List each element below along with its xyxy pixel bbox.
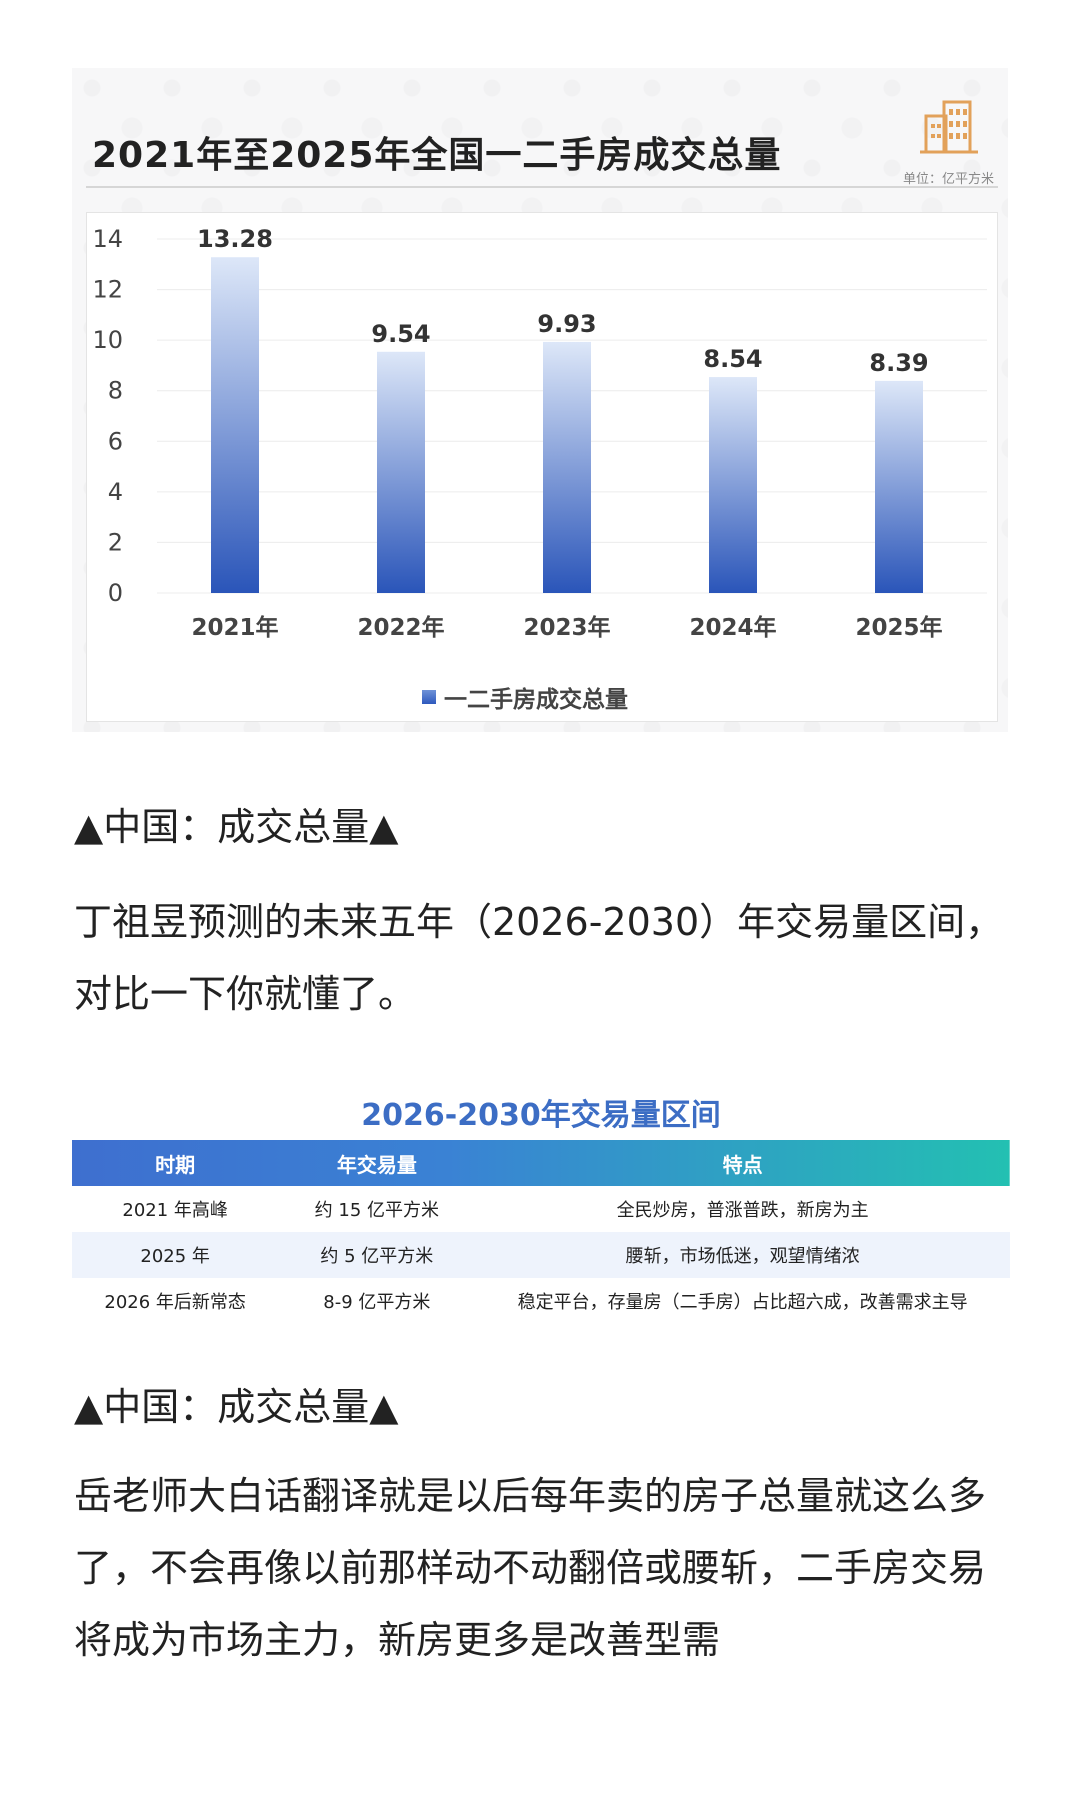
bar <box>211 257 259 593</box>
legend-swatch <box>422 690 436 704</box>
plot-area: 0 2 4 6 8 10 12 14 13.28 2021年 9.54 2022年 9.93 2023年 8… <box>86 212 998 722</box>
bar-value-label: 9.54 <box>371 320 430 348</box>
cell-features: 全民炒房，普涨普跌，新房为主 <box>616 1200 869 1221</box>
cell-features: 腰斩，市场低迷，观望情绪浓 <box>475 1232 1010 1278</box>
y-tick-label: 6 <box>108 427 123 455</box>
cell-period: 2025 年 <box>72 1232 279 1278</box>
table-header-row: 时期 年交易量 特点 <box>72 1140 1010 1186</box>
cell-volume: 约 5 亿平方米 <box>278 1232 476 1278</box>
bar <box>377 351 425 593</box>
table-title: 2026-2030年交易量区间 <box>361 1098 721 1133</box>
range-table: 时期 年交易量 特点 2021 年高峰 约 15 亿平方米 全民炒房，普涨普跌，… <box>72 1140 1010 1324</box>
legend: 一二手房成交总量 <box>422 680 628 714</box>
range-table-card: 2026-2030年交易量区间 时期 年交易量 特点 2021 年高峰 约 15… <box>72 1080 1010 1313</box>
unit-label: 单位：亿平方米 <box>902 172 994 187</box>
bar-value-label: 9.93 <box>537 310 596 338</box>
cell-period: 2021 年高峰 <box>122 1200 228 1221</box>
x-tick-label: 2023年 <box>523 614 610 641</box>
paragraph-explanation: 岳老师大白话翻译就是以后每年卖的房子总量就这么多了，不会再像以前那样动不动翻倍或… <box>74 1474 987 1662</box>
bar <box>875 380 923 593</box>
x-tick-label: 2022年 <box>357 614 444 641</box>
bar-value-label: 8.54 <box>703 345 762 373</box>
paragraph-intro: 丁祖昱预测的未来五年（2026-2030）年交易量区间，对比一下你就懂了。 <box>74 900 1004 1016</box>
header-volume: 年交易量 <box>336 1152 417 1177</box>
y-tick-label: 2 <box>108 528 123 556</box>
chart-title: 2021年至2025年全国一二手房成交总量 <box>92 135 782 176</box>
y-tick-label: 0 <box>108 579 123 607</box>
cell-features: 稳定平台，存量房（二手房）占比超六成，改善需求主导 <box>517 1292 968 1313</box>
chart-card: 2021年至2025年全国一二手房成交总量 单位：亿平方米 0 2 4 6 8 10 12 1… <box>72 68 1008 732</box>
table-row: 2025 年 约 5 亿平方米 腰斩，市场低迷，观望情绪浓 <box>72 1232 1010 1278</box>
table-row: 2026 年后新常态 8-9 亿平方米 稳定平台，存量房（二手房）占比超六成，改… <box>72 1278 1010 1324</box>
bar <box>543 341 591 593</box>
x-tick-label: 2021年 <box>191 614 278 641</box>
y-tick-label: 8 <box>108 377 123 405</box>
y-tick-label: 4 <box>108 478 123 506</box>
cell-volume: 约 15 亿平方米 <box>314 1200 440 1221</box>
y-tick-label: 12 <box>92 276 123 304</box>
cell-period: 2026 年后新常态 <box>104 1292 246 1313</box>
table-row: 2021 年高峰 约 15 亿平方米 全民炒房，普涨普跌，新房为主 <box>72 1186 1010 1232</box>
cell-volume: 8-9 亿平方米 <box>323 1292 431 1313</box>
x-tick-label: 2024年 <box>689 614 776 641</box>
x-tick-label: 2025年 <box>855 614 942 641</box>
header-period: 时期 <box>155 1152 196 1177</box>
bar-value-label: 13.28 <box>197 225 273 253</box>
bar <box>709 377 757 593</box>
y-tick-label: 14 <box>92 225 123 253</box>
building-logo-icon <box>920 100 978 154</box>
bar-chart: 0 2 4 6 8 10 12 14 13.28 2021年 9.54 2022年 9.93 2023年 8… <box>92 225 987 641</box>
caption-table: ▲中国：成交总量▲ <box>74 1385 399 1429</box>
legend-label: 一二手房成交总量 <box>444 687 628 713</box>
title-divider <box>86 186 998 188</box>
caption-chart: ▲中国：成交总量▲ <box>74 805 399 849</box>
header-features: 特点 <box>722 1152 763 1177</box>
y-tick-label: 10 <box>92 326 123 354</box>
bar-value-label: 8.39 <box>869 349 928 377</box>
